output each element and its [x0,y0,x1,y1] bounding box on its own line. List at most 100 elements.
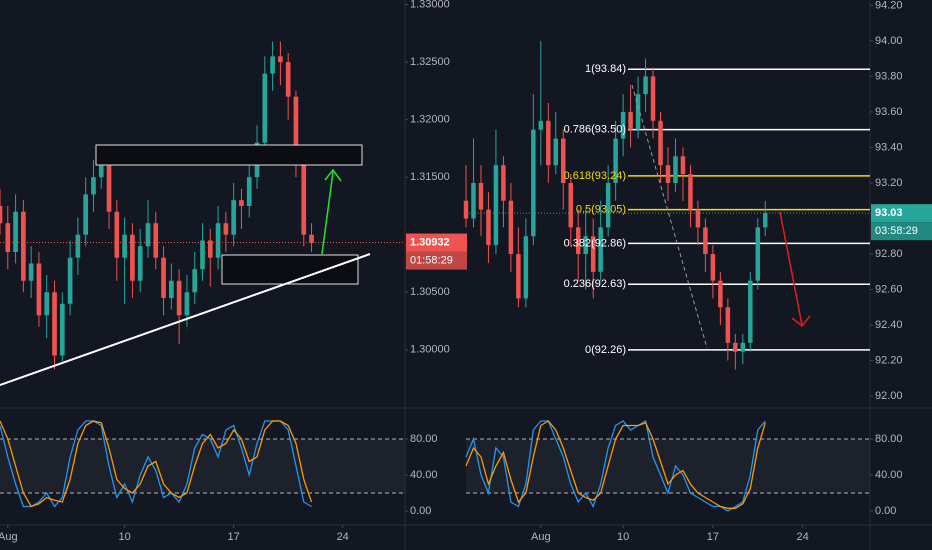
y-tick-label: 92.20 [875,354,903,366]
candle-body [531,129,536,237]
oscillator-line [465,419,766,512]
fib-label: 0.5(93.05) [576,204,626,216]
arrow-head [324,168,342,182]
candle-body [200,240,205,270]
candle-body [309,234,314,243]
y-tick-label: 92.80 [875,248,903,260]
candle-body [223,223,229,235]
x-tick-label: 24 [337,531,349,543]
candle-body [169,280,174,298]
candle-body [98,165,104,178]
x-tick-label: 10 [118,531,130,543]
y-tick-label: 1.30500 [410,286,450,298]
y-tick-label: 1.31500 [410,171,450,183]
x-tick-label: Aug [531,531,551,543]
y-tick-label: 1.30000 [410,344,450,356]
candle-body [137,246,143,281]
fib-label: 0(92.26) [585,344,626,356]
fib-label: 0.382(92.86) [564,237,626,249]
oscillator-line [0,420,313,508]
candle-body [36,263,42,316]
y-tick-label: 92.00 [875,390,903,402]
oscillator-line [0,420,312,508]
candle-body [516,254,521,299]
x-tick-label: Aug [0,531,18,543]
arrow [321,171,334,255]
candle-body [122,234,127,258]
countdown-badge [871,222,932,241]
zone-rect [221,254,359,285]
y-tick-label: 93.20 [875,177,903,189]
price-badge-label: 1.30932 [410,236,450,248]
fib-label: 1(93.84) [585,63,626,75]
y-tick-label: 94.20 [875,0,903,11]
y-tick-label: 93.80 [875,70,903,82]
candle-body [680,156,686,175]
zone-rect [95,144,363,166]
countdown-label: 01:58:29 [410,254,453,266]
candle-body [231,200,236,235]
candle-body [553,138,559,166]
candle-body [301,154,307,235]
y-tick-label: 40.00 [410,469,438,481]
candle-body [59,303,65,356]
drawings [0,84,811,386]
candle-body [161,257,166,298]
candle-body [293,96,299,155]
candle-body [270,56,275,74]
y-tick-label: 80.00 [875,433,903,445]
candle-body [688,174,693,210]
trend-line [0,253,371,386]
fib-label: 0.618(93.24) [564,170,626,182]
x-tick-label: 10 [617,531,629,543]
candle-body [501,165,506,201]
candle-body [613,138,618,183]
candle-body [145,223,151,247]
candle-body [176,280,182,316]
oscillator-line [465,420,766,509]
candle-body [538,120,544,130]
candle-body [673,156,678,183]
candle-body [493,165,499,246]
candle-body [262,73,268,143]
candle-body [192,269,198,293]
y-tick-label: 94.00 [875,35,903,47]
candle-body [153,223,159,258]
candle-body [643,76,648,95]
y-tick-label: 0.00 [875,505,896,517]
candle-body [665,165,671,183]
candle-body [13,211,18,252]
fib-label: 0.236(92.63) [564,278,626,290]
candle-body [75,234,81,258]
candle-body [278,56,283,63]
candle-body [650,76,656,121]
candle-body [620,111,626,139]
candle-body [605,182,611,228]
candle-body [246,177,252,206]
candle-body [114,211,120,258]
candle-body [0,205,3,224]
price-badge-label: 93.03 [875,207,903,219]
candle-body [568,182,573,228]
candle-body [478,182,484,210]
candle-body [635,94,641,130]
oscillator-band [0,439,405,493]
candle-body [583,236,588,255]
candle-body [106,165,112,212]
x-tick-label: 24 [797,531,809,543]
y-tick-label: 80.00 [410,433,438,445]
candle-body [67,257,73,304]
price-badge [406,233,467,252]
candle-body [561,138,566,183]
y-tick-label: 1.33000 [410,0,450,11]
x-tick-label: 17 [228,531,240,543]
y-tick-label: 92.40 [875,319,903,331]
price-badge [871,204,932,223]
countdown-label: 03:58:29 [875,225,918,237]
candle-body [718,280,723,308]
candle-body [658,120,663,166]
candle-body [91,177,96,195]
